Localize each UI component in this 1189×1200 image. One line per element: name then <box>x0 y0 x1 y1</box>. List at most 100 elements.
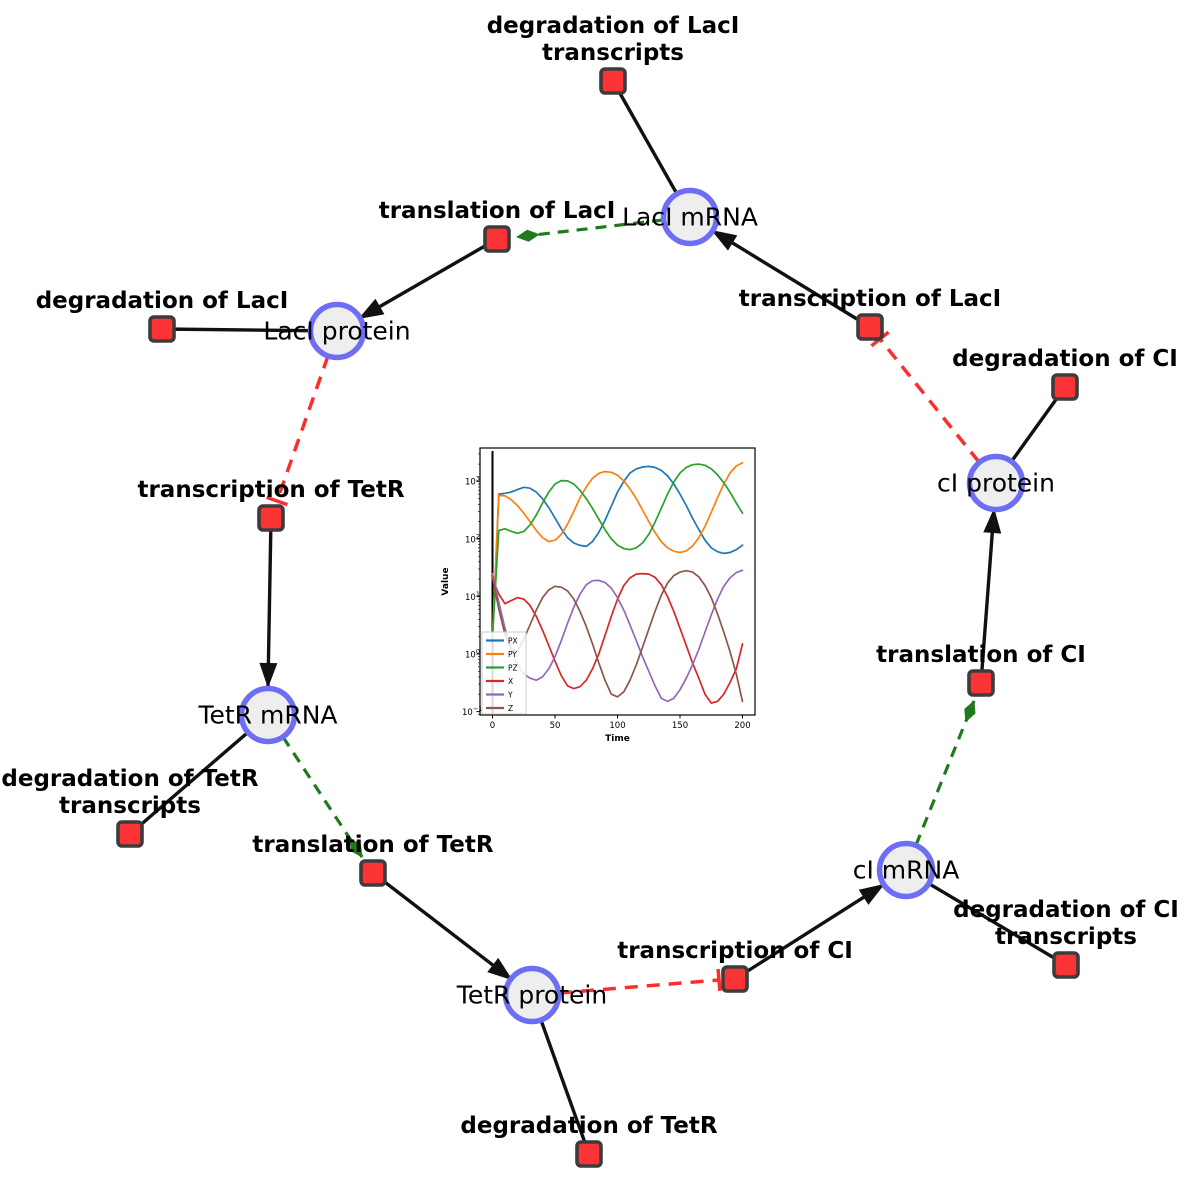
label-line: translation of CI <box>876 642 1086 668</box>
label-line: transcription of TetR <box>137 477 405 503</box>
x-axis-label: Time <box>605 734 630 744</box>
edge-transcription-of-tetr-inhibition <box>266 355 330 507</box>
series-line-PY <box>491 461 744 638</box>
x-tick-label: 50 <box>550 721 561 731</box>
y-major-ticks <box>476 480 480 713</box>
reaction-node-translation-of-ci <box>967 669 995 697</box>
legend-label: X <box>508 677 513 686</box>
reaction-label-translation-of-laci: translation of LacI <box>379 198 616 225</box>
label-line: degradation of TetR <box>1 766 259 792</box>
reaction-node-degradation-of-ci-transcripts <box>1052 951 1080 979</box>
reaction-label-degradation-of-laci: degradation of LacI <box>36 288 289 315</box>
y-tick-label: 100 <box>465 647 480 660</box>
reaction-node-translation-of-laci <box>483 225 511 253</box>
label-line: transcripts <box>542 40 684 66</box>
reaction-label-degradation-of-laci-transcripts: degradation of LacI transcripts <box>487 13 740 67</box>
label-line: transcription of LacI <box>738 286 1002 312</box>
reaction-label-degradation-of-tetr: degradation of TetR <box>460 1113 717 1140</box>
edge-transcription-of-laci-product <box>711 229 871 329</box>
inset-simulation-plot: 10−1 100 101 102 103 0 50 100 150 200 Ti… <box>441 447 756 744</box>
reaction-label-transcription-of-ci: transcription of CI <box>617 938 853 965</box>
species-label-ci-protein: cI protein <box>937 468 1055 498</box>
legend-swatches <box>486 639 504 710</box>
y-minor-ticks <box>478 453 480 715</box>
label-line: translation of TetR <box>252 832 494 858</box>
edge-degradation-of-tetr-transcripts <box>128 713 270 836</box>
species-node-ci-protein <box>966 453 1026 513</box>
species-node-ci-mrna <box>876 840 936 900</box>
reaction-label-translation-of-ci: translation of CI <box>876 642 1086 669</box>
edge-transcription-of-ci-inhibition <box>558 968 722 995</box>
species-label-ci-mrna: cI mRNA <box>852 855 960 885</box>
reaction-node-degradation-of-laci-transcripts <box>599 67 627 95</box>
legend-box <box>481 631 527 715</box>
series-line-PZ <box>491 463 744 638</box>
edge-translation-of-ci-modifier <box>914 700 976 846</box>
species-node-laci-protein <box>307 301 367 361</box>
legend-label: PZ <box>508 663 518 672</box>
series-line-Y <box>491 569 744 703</box>
chart-legend: PX PY PZ X Y Z <box>481 631 527 715</box>
modifier-edges <box>281 218 976 858</box>
reaction-label-transcription-of-tetr: transcription of TetR <box>137 477 404 504</box>
y-tick-label: 102 <box>465 532 480 545</box>
edge-translation-of-laci-modifier <box>516 218 664 242</box>
reaction-node-transcription-of-tetr <box>257 504 285 532</box>
edge-transcription-of-tetr-product <box>259 517 278 688</box>
species-nodes <box>238 187 1026 1025</box>
inhibition-edges <box>266 330 981 995</box>
x-tick-label: 200 <box>734 721 750 731</box>
species-label-laci-protein: LacI protein <box>263 316 411 346</box>
label-line: degradation of LacI <box>35 288 289 314</box>
legend-label: Y <box>507 690 513 699</box>
species-node-tetr-mrna <box>238 685 298 745</box>
y-tick-label: 101 <box>465 590 480 603</box>
x-tick-label: 100 <box>609 721 625 731</box>
label-line: translation of LacI <box>378 198 616 224</box>
reaction-label-degradation-of-tetr-transcripts: degradation of TetR transcripts <box>1 766 258 820</box>
x-tick-label: 0 <box>490 721 495 731</box>
reaction-node-degradation-of-ci <box>1051 373 1079 401</box>
species-label-tetr-protein: TetR protein <box>456 980 608 1010</box>
reaction-node-degradation-of-laci <box>148 315 176 343</box>
label-line: transcripts <box>59 793 201 819</box>
legend-label: Z <box>508 704 513 713</box>
x-major-ticks <box>492 715 743 719</box>
reaction-label-transcription-of-laci: transcription of LacI <box>739 286 1002 313</box>
species-label-laci-mrna: LacI mRNA <box>622 202 758 232</box>
reaction-node-translation-of-tetr <box>359 859 387 887</box>
production-edges <box>259 229 1002 981</box>
edge-degradation-of-ci-transcripts <box>905 868 1067 967</box>
reaction-label-degradation-of-ci: degradation of CI <box>952 346 1178 373</box>
label-line: transcription of CI <box>617 938 853 964</box>
reaction-label-translation-of-tetr: translation of TetR <box>252 832 493 859</box>
label-line: degradation of CI <box>953 897 1179 923</box>
legend-label: PX <box>508 636 518 645</box>
reaction-node-degradation-of-tetr-transcripts <box>116 820 144 848</box>
edge-transcription-of-ci-product <box>734 883 885 981</box>
series-line-Z <box>491 569 744 703</box>
label-line: degradation of TetR <box>460 1113 718 1139</box>
y-axis-label: Value <box>441 567 451 595</box>
label-line: degradation of LacI <box>486 13 740 39</box>
reaction-node-transcription-of-ci <box>721 965 749 993</box>
edge-translation-of-ci-product <box>979 508 1002 684</box>
reaction-nodes <box>116 67 1080 1168</box>
species-node-tetr-protein <box>502 965 562 1025</box>
reaction-node-degradation-of-tetr <box>575 1140 603 1168</box>
reaction-node-transcription-of-laci <box>856 313 884 341</box>
edge-transcription-of-laci-inhibition <box>870 330 981 464</box>
edge-translation-of-laci-product <box>358 237 498 320</box>
edge-translation-of-tetr-modifier <box>281 736 364 858</box>
label-line: transcripts <box>995 924 1137 950</box>
species-node-laci-mrna <box>660 187 720 247</box>
edge-translation-of-tetr-product <box>371 871 513 981</box>
species-label-tetr-mrna: TetR mRNA <box>198 700 338 730</box>
y-tick-label: 10−1 <box>462 705 482 718</box>
x-tick-label: 150 <box>672 721 688 731</box>
legend-label: PY <box>508 650 517 659</box>
label-line: degradation of CI <box>952 346 1178 372</box>
reaction-label-degradation-of-ci-transcripts: degradation of CI transcripts <box>953 897 1179 951</box>
